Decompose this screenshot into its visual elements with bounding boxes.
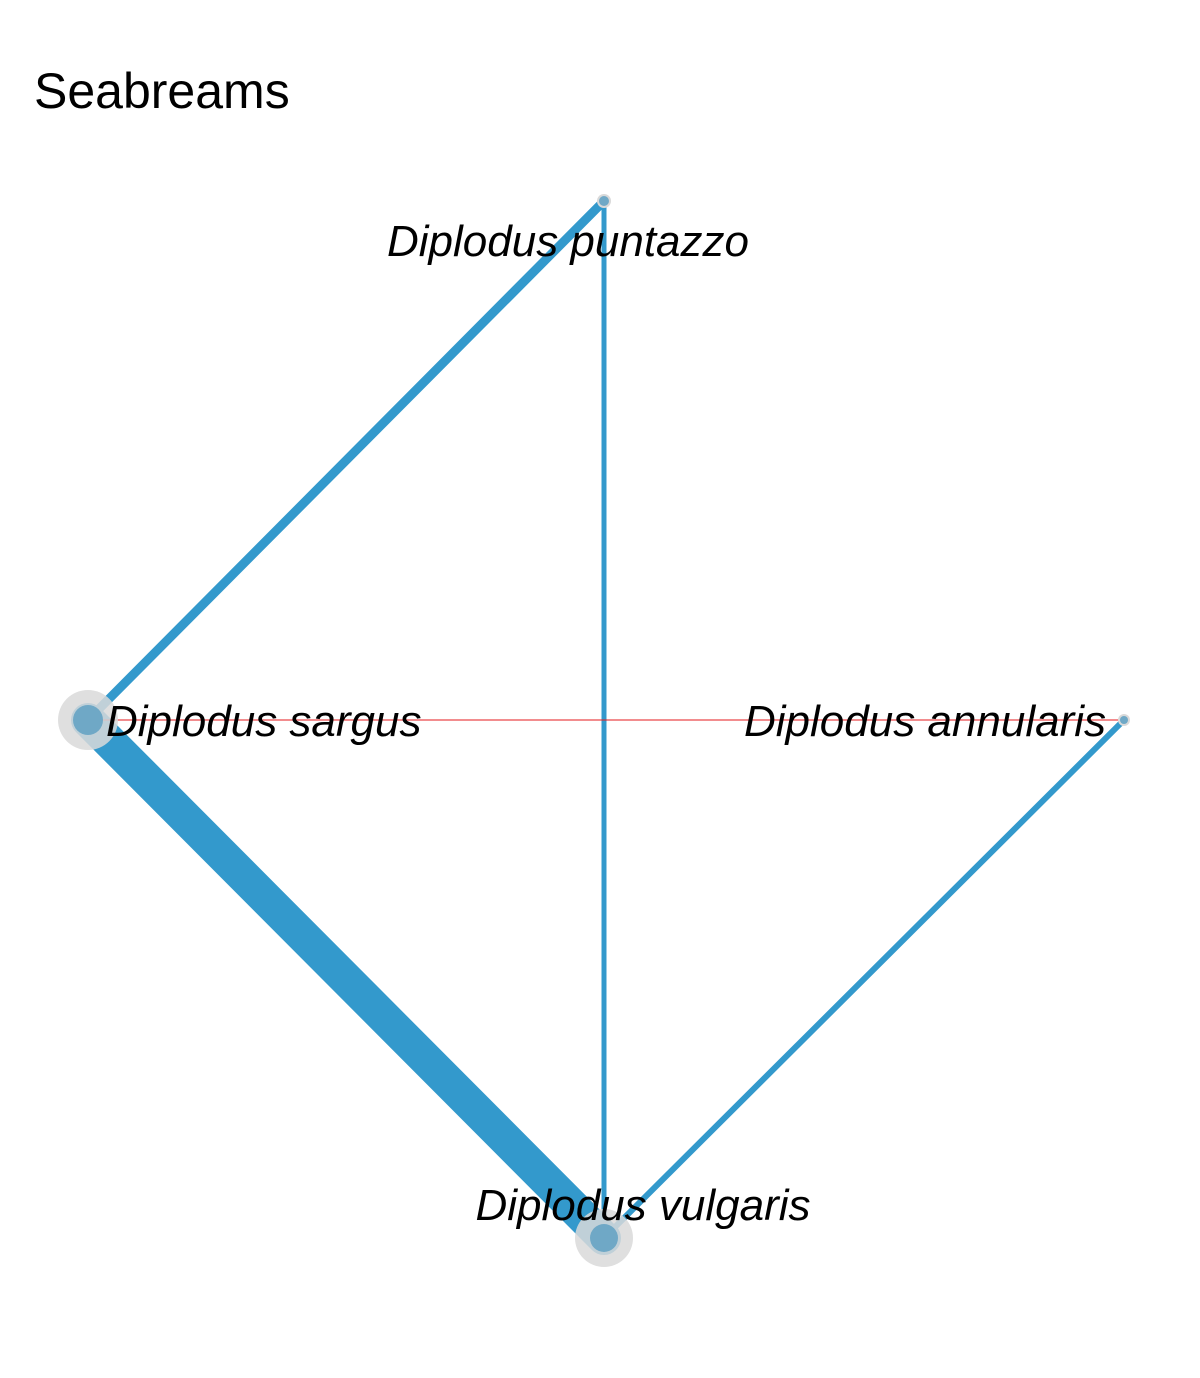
edge-sargus-vulgaris — [71, 703, 621, 1255]
page-title: Seabreams — [34, 63, 290, 119]
node-puntazzo-core — [599, 196, 609, 206]
node-vulgaris-core — [590, 1224, 618, 1252]
node-label-vulgaris: Diplodus vulgaris — [475, 1181, 810, 1230]
edge-sargus-puntazzo — [83, 196, 609, 725]
node-annularis — [1118, 714, 1130, 726]
node-label-sargus: Diplodus sargus — [106, 697, 422, 746]
node-sargus — [58, 690, 118, 750]
nodes — [58, 194, 1130, 1267]
node-labels: Diplodus puntazzo Diplodus sargus Diplod… — [106, 217, 1106, 1230]
edge-annularis-vulgaris — [601, 717, 1127, 1241]
node-vulgaris — [575, 1209, 633, 1267]
node-label-annularis: Diplodus annularis — [744, 697, 1106, 746]
node-label-puntazzo: Diplodus puntazzo — [387, 217, 749, 266]
node-puntazzo — [597, 194, 611, 208]
node-annularis-core — [1120, 716, 1128, 724]
edges — [71, 196, 1127, 1255]
node-sargus-core — [73, 705, 103, 735]
